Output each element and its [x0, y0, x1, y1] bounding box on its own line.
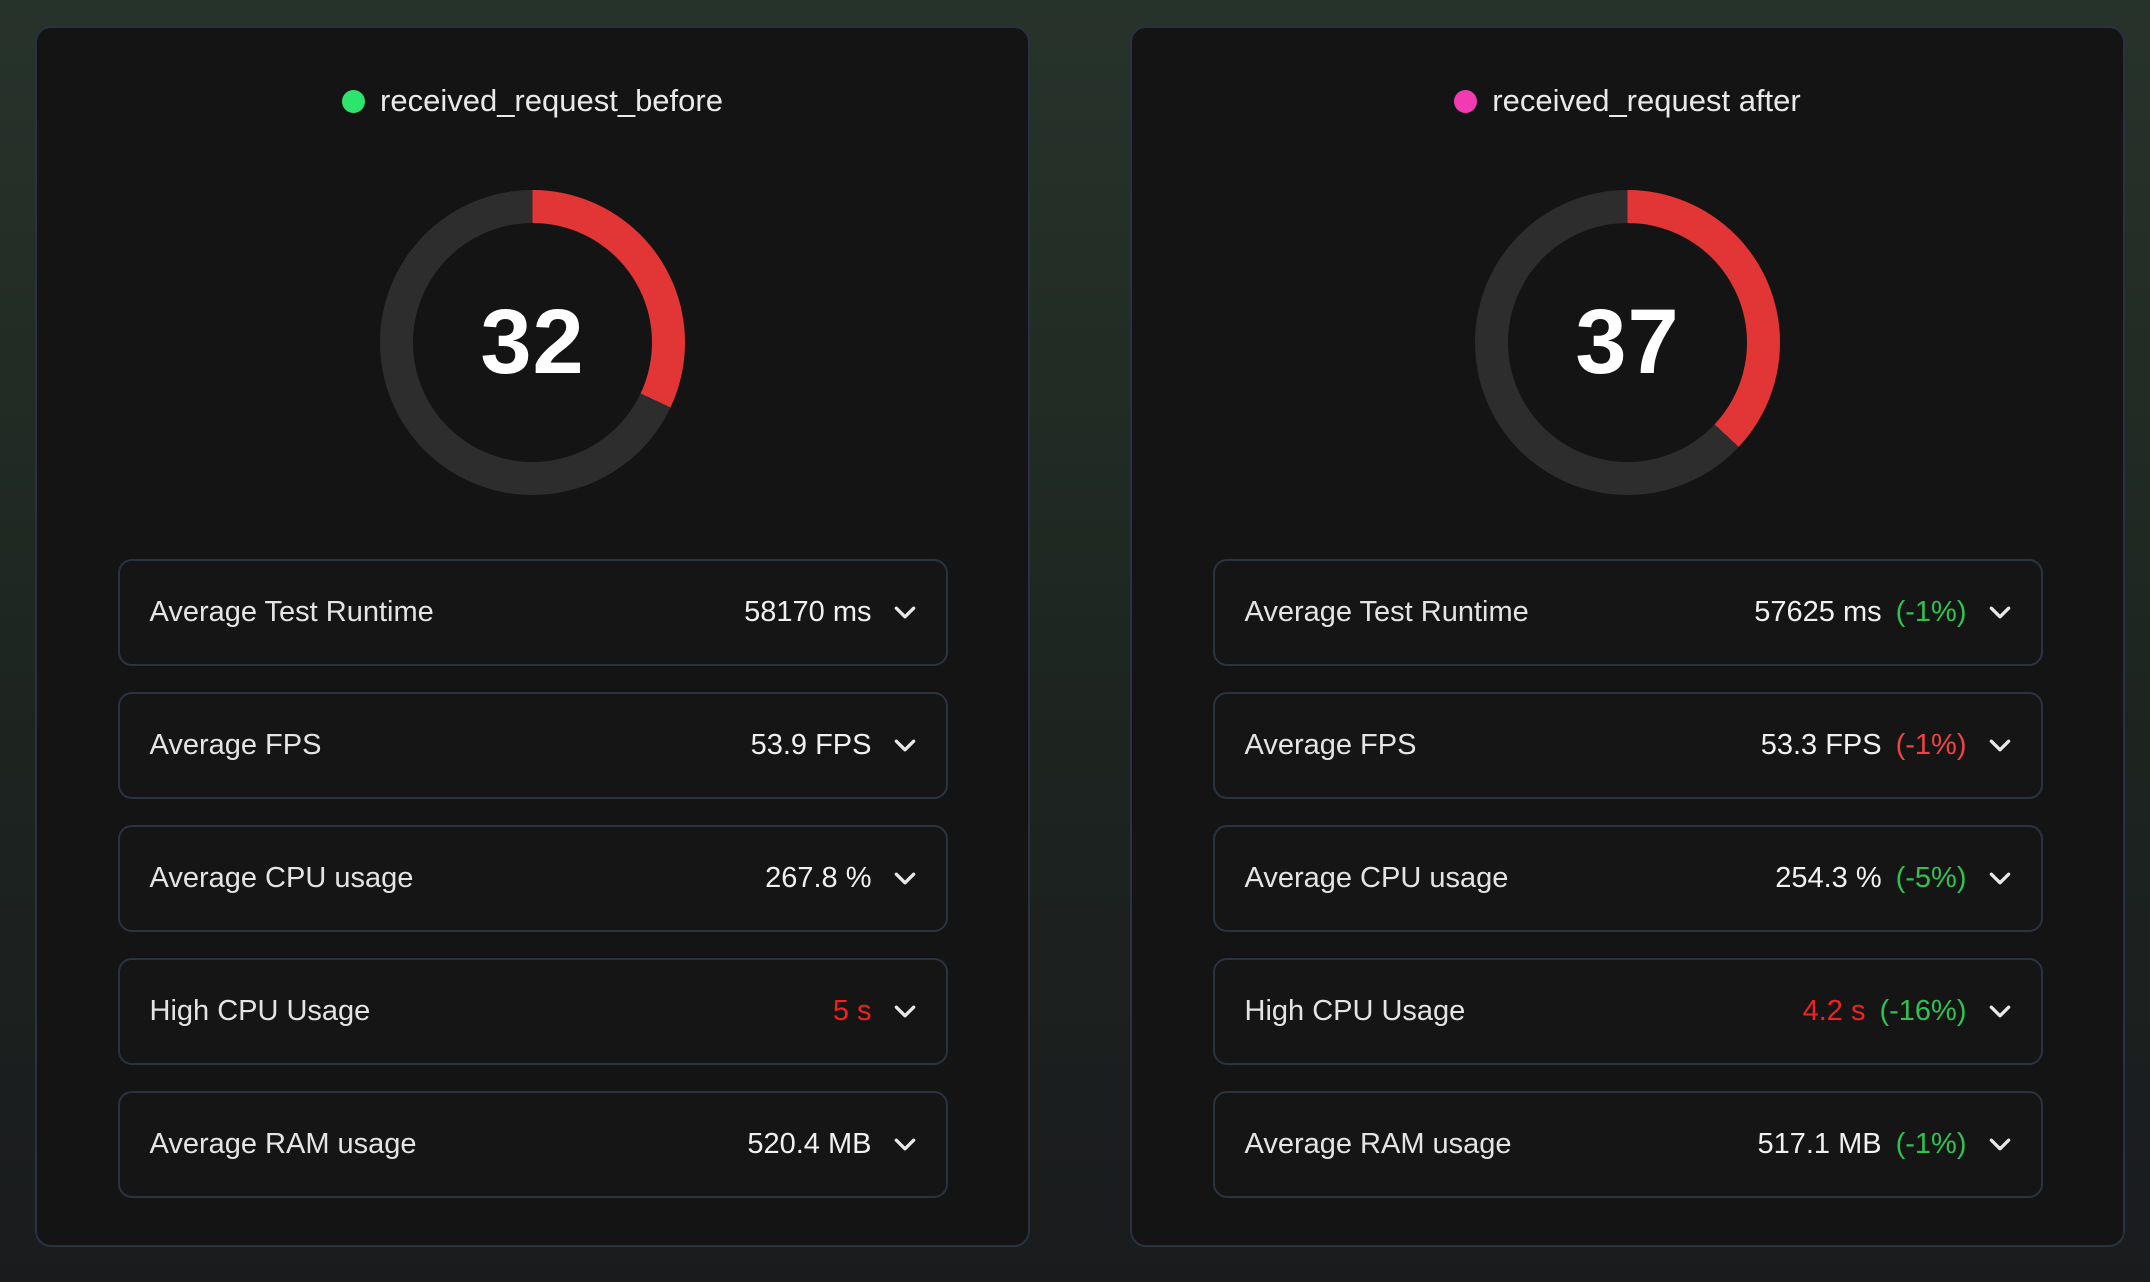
metric-value: 267.8 % [765, 862, 872, 894]
panel-title-label: received_request after [1492, 83, 1801, 118]
panel-title: received_request after [1132, 82, 2123, 120]
chevron-down-icon[interactable] [894, 739, 916, 752]
metric-label: Average RAM usage [1244, 1128, 1512, 1160]
metric-row-test-runtime[interactable]: Average Test Runtime 58170 ms [117, 559, 948, 666]
metric-delta: (-5%) [1895, 862, 1967, 894]
chevron-down-icon[interactable] [894, 1005, 916, 1018]
chevron-down-icon[interactable] [894, 606, 916, 619]
metric-label: Average Test Runtime [1244, 596, 1529, 628]
metric-value: 254.3 % [1775, 862, 1882, 894]
panel-after: received_request after 37 Average Test R… [1130, 26, 2125, 1247]
metric-value: 58170 ms [744, 596, 872, 628]
score-gauge: 32 [380, 190, 685, 495]
metric-label: Average RAM usage [149, 1128, 417, 1160]
metric-label: Average FPS [149, 729, 322, 761]
gauge-score: 32 [480, 291, 585, 393]
legend-dot-green [342, 89, 366, 113]
score-gauge: 37 [1475, 190, 1780, 495]
chevron-down-icon[interactable] [1989, 1005, 2011, 1018]
metric-row-ram[interactable]: Average RAM usage 520.4 MB [117, 1091, 948, 1198]
metric-value: 520.4 MB [747, 1128, 872, 1160]
metric-row-test-runtime[interactable]: Average Test Runtime 57625 ms (-1%) [1212, 559, 2043, 666]
metric-label: High CPU Usage [1244, 995, 1466, 1027]
panel-title-label: received_request_before [380, 83, 723, 118]
metric-delta: (-16%) [1879, 995, 1967, 1027]
gauge-hole [413, 223, 652, 462]
metric-row-ram[interactable]: Average RAM usage 517.1 MB (-1%) [1212, 1091, 2043, 1198]
panel-before: received_request_before 32 Average Test … [35, 26, 1030, 1247]
chevron-down-icon[interactable] [894, 1138, 916, 1151]
metric-value: 517.1 MB [1757, 1128, 1882, 1160]
metric-label: Average CPU usage [149, 862, 414, 894]
chevron-down-icon[interactable] [1989, 739, 2011, 752]
metric-delta: (-1%) [1895, 596, 1967, 628]
metric-value: 4.2 s [1802, 995, 1866, 1027]
metric-value: 5 s [832, 995, 872, 1027]
chevron-down-icon[interactable] [1989, 872, 2011, 885]
chevron-down-icon[interactable] [894, 872, 916, 885]
chevron-down-icon[interactable] [1989, 1138, 2011, 1151]
metric-label: Average Test Runtime [149, 596, 434, 628]
metric-label: High CPU Usage [149, 995, 371, 1027]
metric-list: Average Test Runtime 57625 ms (-1%) Aver… [1212, 559, 2043, 1198]
panel-title: received_request_before [37, 82, 1028, 120]
metric-label: Average FPS [1244, 729, 1417, 761]
metric-value: 57625 ms [1754, 596, 1882, 628]
legend-dot-magenta [1454, 89, 1478, 113]
gauge-hole [1508, 223, 1747, 462]
metric-row-fps[interactable]: Average FPS 53.3 FPS (-1%) [1212, 692, 2043, 799]
metric-row-fps[interactable]: Average FPS 53.9 FPS [117, 692, 948, 799]
metric-label: Average CPU usage [1244, 862, 1509, 894]
metric-value: 53.9 FPS [750, 729, 872, 761]
metric-row-high-cpu[interactable]: High CPU Usage 5 s [117, 958, 948, 1065]
gauge-score: 37 [1575, 291, 1680, 393]
chevron-down-icon[interactable] [1989, 606, 2011, 619]
metric-row-cpu[interactable]: Average CPU usage 254.3 % (-5%) [1212, 825, 2043, 932]
metric-delta: (-1%) [1895, 729, 1967, 761]
metric-delta: (-1%) [1895, 1128, 1967, 1160]
metric-list: Average Test Runtime 58170 ms Average FP… [117, 559, 948, 1198]
metric-row-high-cpu[interactable]: High CPU Usage 4.2 s (-16%) [1212, 958, 2043, 1065]
metric-value: 53.3 FPS [1760, 729, 1882, 761]
metric-row-cpu[interactable]: Average CPU usage 267.8 % [117, 825, 948, 932]
